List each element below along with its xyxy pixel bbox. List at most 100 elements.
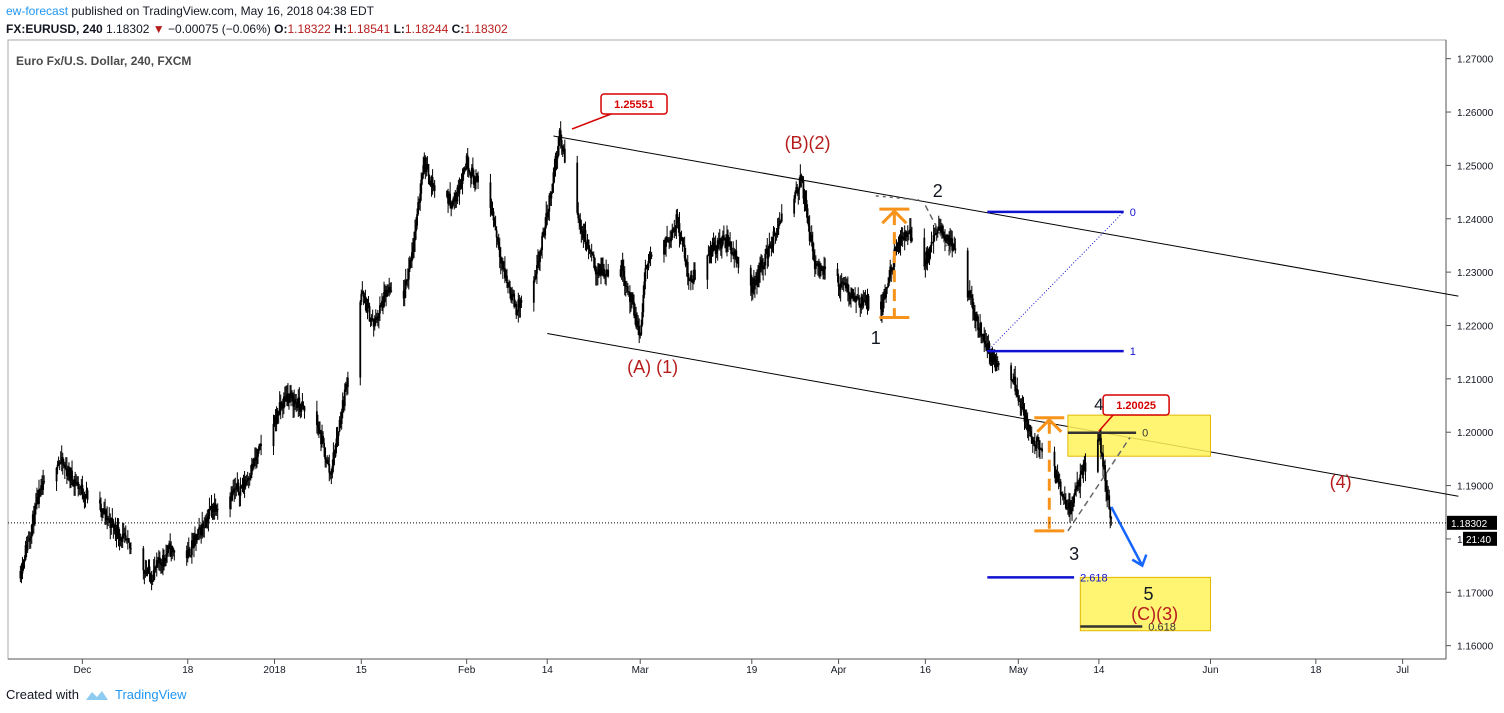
candle-body — [780, 213, 783, 222]
candle-body — [385, 289, 387, 297]
candle-body — [459, 184, 462, 190]
close-value: 1.18302 — [464, 22, 508, 36]
candle-body — [161, 564, 163, 567]
candle-body — [853, 296, 855, 300]
candle-body — [1107, 495, 1110, 500]
candle-body — [520, 300, 523, 303]
x-tick-label: May — [1009, 665, 1028, 676]
candle-body — [115, 531, 118, 538]
candle-body — [927, 250, 930, 261]
candle-body — [105, 510, 108, 521]
candle-body — [323, 443, 326, 448]
candle-body — [1104, 465, 1106, 481]
candle-body — [555, 156, 558, 159]
candle-body — [775, 234, 778, 236]
candle-body — [409, 259, 412, 262]
candle-body — [446, 190, 448, 197]
candle-body — [426, 164, 429, 166]
candle-body — [500, 260, 503, 264]
candle-body — [469, 172, 472, 178]
candle-body — [293, 399, 296, 407]
candle-body — [548, 195, 551, 212]
candle-body — [497, 241, 500, 248]
candle-body — [637, 320, 640, 326]
candle-body — [986, 345, 989, 351]
candle-body — [34, 504, 37, 507]
candle-body — [735, 250, 738, 263]
candle-body — [1057, 482, 1060, 484]
author-name[interactable]: ew-forecast — [6, 4, 69, 18]
candle-body — [806, 208, 809, 223]
price-callout-pointer — [1098, 414, 1114, 432]
candle-body — [585, 244, 588, 246]
candle-body — [544, 226, 547, 236]
candle-body — [242, 479, 245, 489]
candle-body — [412, 247, 414, 253]
high-label: H: — [334, 22, 347, 36]
candle-body — [32, 514, 35, 525]
candle-body — [736, 256, 739, 263]
candle-body — [719, 238, 722, 249]
candle-body — [39, 488, 41, 490]
candle-body — [36, 497, 38, 505]
candle-body — [362, 291, 365, 297]
candle-body — [56, 464, 59, 468]
candle-body — [546, 212, 549, 218]
candle-body — [890, 266, 893, 271]
candle-body — [458, 189, 461, 194]
candle-body — [408, 259, 411, 270]
candle-body — [953, 243, 956, 249]
candle-body — [516, 311, 519, 316]
candle-body — [650, 254, 653, 257]
candle-body — [545, 212, 548, 227]
candle-body — [936, 230, 939, 234]
candle-body — [69, 467, 71, 479]
fib-connector — [986, 211, 1125, 352]
candle-body — [643, 281, 646, 296]
candle-body — [1096, 439, 1099, 472]
candle-body — [710, 250, 713, 257]
candle-body — [188, 548, 191, 557]
candle-body — [1041, 448, 1043, 452]
candle-body — [804, 199, 807, 202]
tradingview-brand[interactable]: TradingView — [114, 687, 187, 702]
candle-body — [646, 265, 649, 268]
candle-body — [124, 535, 127, 540]
trend-channel[interactable] — [547, 135, 1459, 497]
candle-body — [457, 187, 460, 194]
candle-body — [149, 574, 152, 583]
channel-upper-line — [553, 135, 1459, 297]
candle-body — [186, 549, 189, 559]
candle-body — [404, 280, 407, 289]
candle-body — [22, 561, 25, 563]
candle-body — [419, 193, 422, 203]
candle-body — [26, 541, 29, 551]
countdown-tag — [1463, 531, 1497, 546]
candle-body — [144, 570, 147, 574]
candle-body — [995, 363, 998, 371]
candle-body — [189, 555, 192, 557]
candle-body — [33, 506, 36, 525]
candle-body — [737, 256, 740, 268]
candle-body — [167, 545, 170, 554]
candle-body — [771, 245, 774, 249]
candle-body — [171, 545, 174, 549]
candle-body — [1110, 517, 1113, 519]
candle-body — [686, 262, 689, 278]
candle-body — [900, 235, 903, 239]
candle-body — [113, 525, 116, 529]
candle-body — [422, 165, 425, 175]
candle-body — [626, 285, 629, 292]
candle-body — [903, 231, 906, 241]
candle-body — [67, 475, 69, 477]
candle-body — [866, 295, 869, 304]
candle-body — [334, 445, 337, 457]
candle-body — [648, 257, 651, 261]
candle-body — [451, 204, 454, 208]
candle-body — [989, 353, 992, 362]
candle-body — [384, 289, 386, 292]
candle-body — [55, 467, 58, 482]
candle-body — [121, 534, 124, 542]
candle-body — [363, 296, 366, 298]
